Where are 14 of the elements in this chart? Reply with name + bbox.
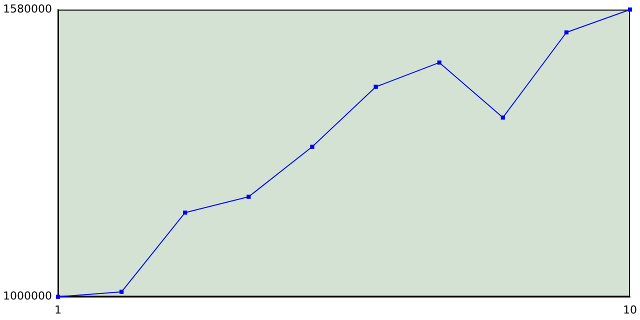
y-tick-label: 1000000 (2, 290, 52, 303)
point (246, 194, 251, 199)
point (564, 30, 568, 34)
x-tick-label: 1 (54, 303, 62, 316)
point (183, 210, 188, 215)
point (374, 84, 378, 89)
y-tick-label: 1580000 (2, 2, 52, 16)
point (56, 294, 60, 299)
point (628, 8, 632, 12)
x-tick-label: 10 (623, 303, 637, 316)
point (119, 290, 124, 294)
point (437, 60, 442, 65)
point (500, 115, 505, 120)
point (310, 144, 314, 149)
